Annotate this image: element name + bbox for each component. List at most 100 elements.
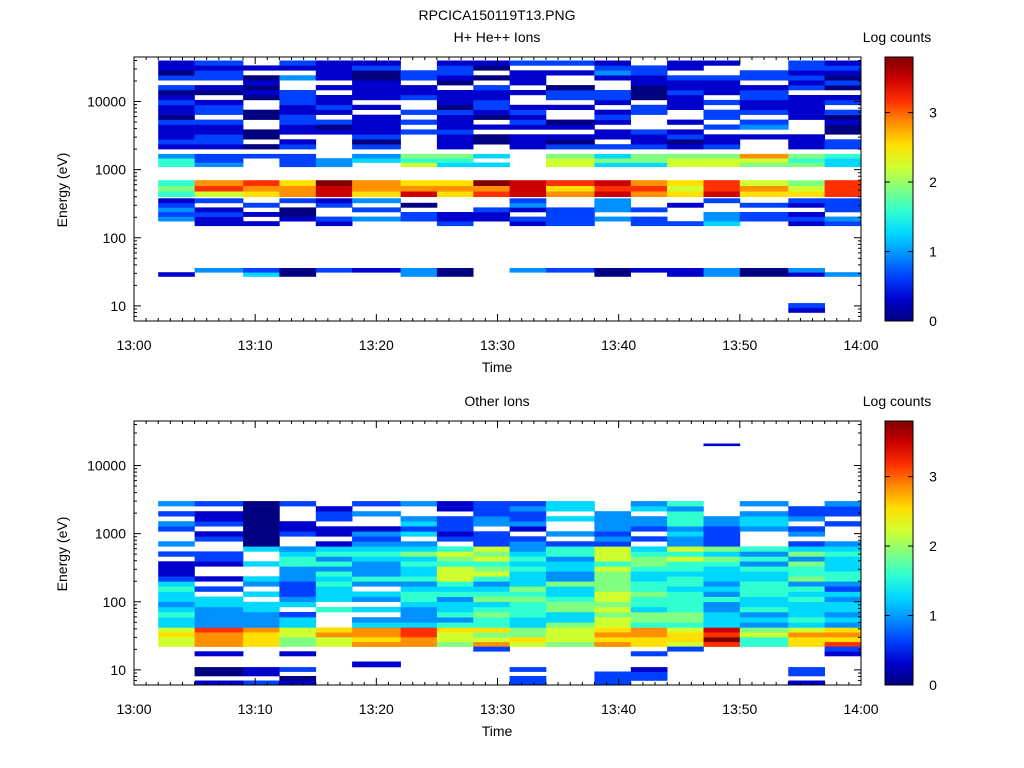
y-tick-label: 100 [103,230,127,246]
heatmap-cell [594,129,631,135]
heatmap-cell [703,516,741,522]
heatmap-cell [594,158,631,163]
heatmap-cell [436,90,474,96]
heatmap-cell [788,546,825,552]
heatmap-cell [400,617,438,623]
heatmap-cell [630,90,668,96]
heatmap-cell [194,667,244,672]
heatmap-cell [594,272,631,277]
heatmap-cell [509,591,547,597]
heatmap-cell [824,75,861,81]
heatmap-cell [315,526,353,532]
heatmap-cell [546,591,595,597]
heatmap-cell [279,153,317,159]
heatmap-cell [703,641,741,647]
heatmap-cell [279,526,317,532]
x-tick-label: 13:30 [480,701,515,717]
heatmap-cell [158,70,195,76]
heatmap-cell [158,162,195,168]
heatmap-cell [824,185,861,192]
heatmap-cell [509,536,547,542]
heatmap-cell [315,586,353,592]
heatmap-cell [473,109,510,115]
heatmap-cell [739,212,789,217]
heatmap-cell [824,601,861,608]
heatmap-cell [824,566,861,572]
heatmap-cell [315,581,353,587]
heatmap-cell [473,586,510,592]
heatmap-cell [352,571,401,577]
heatmap-cell [739,516,789,522]
heatmap-cell [158,622,195,628]
heatmap-cell [194,158,244,163]
heatmap-cell [158,617,195,623]
heatmap-cell [473,516,510,522]
heatmap-cell [315,566,353,572]
heatmap-cell [667,551,704,557]
heatmap-cell [400,129,438,135]
heatmap-cell [352,129,401,135]
heatmap-cell [473,134,510,140]
heatmap-cell [436,221,474,227]
heatmap-cell [630,651,668,657]
heatmap-cell [279,601,317,608]
heatmap-cell [352,191,401,197]
heatmap-cell [158,571,195,577]
heatmap-cell [436,70,474,76]
heatmap-cell [315,561,353,567]
heatmap-cell [315,124,353,130]
heatmap-cell [703,526,741,532]
heatmap-cell [594,114,631,120]
heatmap-cell [194,536,244,542]
heatmap-cell [243,546,280,552]
heatmap-cell [400,586,438,592]
heatmap-cell [243,581,280,587]
heatmap-cell [400,109,438,115]
heatmap-cell [279,185,317,192]
heatmap-cell [279,501,317,507]
heatmap-cell [243,516,280,522]
heatmap-cell [703,198,741,204]
heatmap-cell [667,617,704,623]
heatmap-cell [630,546,668,552]
heatmap-cell [436,158,474,163]
heatmap-cell [279,104,317,110]
heatmap-cell [824,109,861,115]
heatmap-cell [546,566,595,572]
x-tick-label: 13:30 [480,337,515,353]
heatmap-cell [630,617,668,623]
heatmap-cell [739,191,789,197]
heatmap-cell [703,581,741,587]
heatmap-cell [158,632,195,638]
heatmap-cell [546,541,595,547]
heatmap-cell [473,75,510,81]
heatmap-cell [473,541,510,547]
heatmap-cell [243,531,280,537]
heatmap-cell [158,129,195,135]
heatmap-cell [473,536,510,542]
heatmap-cell [739,627,789,633]
x-tick-label: 13:20 [359,337,394,353]
heatmap-cell [630,622,668,628]
heatmap-cell [194,109,244,115]
heatmap-cell [824,198,861,204]
heatmap-cell [279,576,317,582]
heatmap-cell [436,139,474,145]
heatmap-cell [703,162,741,168]
heatmap-cell [436,212,474,217]
heatmap-cell [473,85,510,91]
heatmap-cell [315,60,353,66]
heatmap-cell [546,531,595,537]
heatmap-cell [436,99,474,106]
heatmap-cell [473,521,510,527]
heatmap-cell [473,180,510,186]
heatmap-cell [667,612,704,618]
heatmap-cell [788,511,825,517]
heatmap-cell [436,60,474,66]
heatmap-cell [352,531,401,537]
heatmap-cell [279,139,317,145]
heatmap-cell [630,586,668,592]
heatmap-cell [315,202,353,208]
heatmap-cell [279,581,317,587]
heatmap-cell [194,516,244,522]
